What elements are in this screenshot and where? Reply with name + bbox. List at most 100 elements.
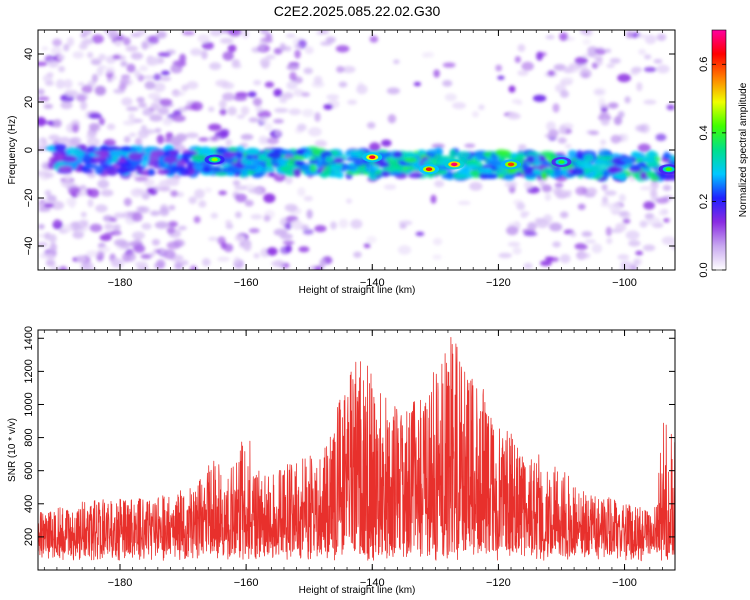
snr-ylabel: SNR (10 * v/v): [7, 418, 18, 482]
noise-blob: [71, 123, 80, 133]
noise-blob: [158, 186, 171, 192]
colorbar-tick-label: 0.0: [698, 262, 710, 277]
noise-blob: [139, 65, 148, 72]
noise-blob: [512, 246, 522, 255]
band-blob: [210, 165, 222, 172]
noise-blob: [523, 180, 533, 190]
noise-blob: [587, 50, 597, 58]
noise-blob: [76, 228, 87, 233]
noise-blob: [147, 92, 161, 100]
noise-blob: [105, 66, 116, 74]
noise-blob: [589, 130, 600, 136]
band-blob: [298, 164, 312, 171]
noise-blob: [142, 75, 156, 80]
snr-panel: −180 −160 −140 −120 −100 200 400 600 800 1000 1200…: [7, 326, 676, 596]
band-blob: [476, 155, 484, 161]
noise-blob: [234, 234, 246, 243]
band-blob: [106, 168, 118, 176]
band-blob: [575, 150, 583, 159]
y-tick-label: 0: [23, 147, 35, 153]
noise-blob: [544, 256, 554, 261]
noise-blob: [156, 259, 166, 269]
noise-blob: [123, 197, 132, 207]
noise-blob: [162, 117, 172, 126]
noise-blob: [618, 210, 630, 217]
noise-blob: [79, 184, 87, 191]
noise-blob: [236, 114, 245, 119]
noise-blob: [635, 124, 647, 132]
band-blob: [365, 164, 376, 173]
band-blob: [521, 163, 530, 170]
band-blob: [407, 172, 424, 179]
noise-blob: [636, 82, 643, 92]
noise-blob: [211, 136, 218, 142]
noise-blob: [41, 46, 49, 51]
noise-blob: [643, 201, 655, 210]
noise-blob: [555, 189, 568, 200]
noise-blob: [521, 61, 534, 71]
band-blob: [308, 159, 320, 166]
noise-blob: [70, 136, 82, 146]
noise-blob: [386, 87, 400, 95]
noise-blob: [464, 143, 476, 148]
noise-blob: [98, 53, 106, 61]
noise-blob: [134, 137, 143, 147]
noise-blob: [113, 238, 128, 247]
noise-blob: [274, 129, 282, 137]
noise-blob: [151, 238, 161, 246]
noise-blob: [148, 252, 156, 258]
noise-blob: [208, 123, 222, 131]
band-blob: [67, 147, 81, 152]
noise-blob: [532, 94, 547, 102]
noise-blob: [314, 112, 321, 122]
noise-blob: [131, 231, 145, 240]
noise-blob: [201, 41, 214, 50]
noise-blob: [257, 44, 265, 51]
noise-blob: [170, 64, 178, 72]
noise-blob: [210, 212, 219, 219]
noise-blob: [527, 222, 537, 231]
noise-blob: [61, 224, 74, 233]
noise-blob: [432, 237, 443, 246]
noise-blob: [540, 260, 552, 267]
noise-blob: [121, 97, 133, 106]
noise-blob: [558, 125, 567, 135]
band-blob: [661, 174, 668, 180]
band-blob: [663, 151, 671, 160]
noise-blob: [106, 123, 116, 131]
noise-blob: [201, 258, 211, 267]
noise-blob: [134, 261, 148, 268]
band-blob: [316, 162, 323, 170]
noise-blob: [434, 180, 445, 188]
band-blob: [552, 167, 562, 177]
noise-blob: [336, 65, 345, 73]
noise-blob: [266, 247, 278, 256]
band-blob: [642, 157, 656, 163]
noise-blob: [228, 30, 242, 37]
noise-blob: [586, 187, 598, 196]
noise-blob: [514, 56, 521, 64]
noise-blob: [138, 102, 147, 108]
band-blob: [607, 166, 624, 173]
noise-blob: [457, 200, 471, 206]
noise-blob: [91, 34, 104, 44]
chart-title: C2E2.2025.085.22.02.G30: [274, 3, 441, 19]
band-blob: [98, 145, 112, 151]
noise-blob: [606, 63, 615, 69]
noise-blob: [617, 73, 631, 83]
y-tick-label: 600: [23, 462, 35, 480]
noise-blob: [208, 106, 215, 112]
hotspot: [444, 159, 465, 170]
noise-blob: [174, 261, 184, 270]
band-blob: [243, 164, 259, 171]
noise-blob: [297, 187, 306, 197]
noise-blob: [610, 134, 622, 144]
noise-blob: [564, 143, 572, 149]
noise-blob: [552, 103, 560, 113]
noise-blob: [122, 120, 136, 126]
noise-blob: [43, 103, 54, 109]
noise-blob: [663, 217, 670, 223]
snr-line: [38, 337, 675, 562]
noise-blob: [644, 54, 652, 60]
